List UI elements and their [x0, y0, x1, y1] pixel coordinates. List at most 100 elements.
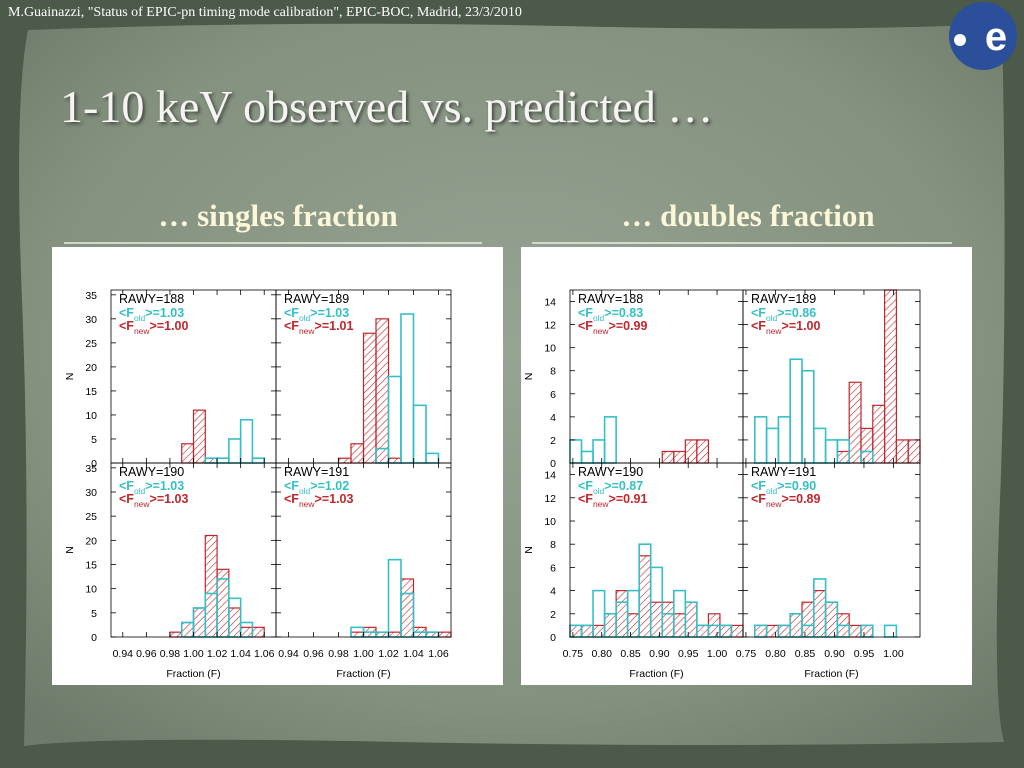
- histogram-bar: [777, 624, 791, 638]
- legend-text: old: [593, 313, 605, 323]
- legend-text: new: [134, 326, 150, 336]
- y-tick-label: 14: [544, 470, 556, 482]
- x-tick-label: 1.06: [254, 648, 275, 660]
- x-tick-label: 0.96: [303, 648, 324, 660]
- x-tick-label: 1.04: [403, 648, 424, 660]
- histogram-bar: [362, 332, 377, 464]
- histogram-bar: [684, 601, 698, 638]
- legend-text: >=1.03: [145, 479, 184, 493]
- y-tick-label: 10: [85, 584, 97, 596]
- legend-text: <F: [284, 492, 299, 506]
- y-tick-label: 25: [85, 511, 97, 523]
- logo: [949, 2, 1017, 70]
- legend-text: >=0.99: [609, 319, 648, 333]
- y-tick-label: 2: [550, 435, 556, 447]
- y-axis-label: N: [523, 546, 535, 554]
- legend-text: old: [299, 486, 311, 496]
- histogram-bar: [801, 601, 815, 638]
- legend-entry: <Fold>=0.90: [751, 479, 816, 496]
- legend-text: <F: [119, 306, 134, 320]
- x-tick-label: 0.75: [563, 648, 584, 660]
- x-axis-label: Fraction (F): [804, 668, 858, 680]
- x-tick-label: 1.00: [707, 648, 728, 660]
- legend-text: old: [593, 486, 605, 496]
- x-tick-label: 1.04: [230, 648, 251, 660]
- histogram-bar: [240, 626, 254, 638]
- histogram-bar: [872, 404, 886, 464]
- histogram-bar: [204, 534, 218, 638]
- legend-text: old: [766, 313, 778, 323]
- legend-text: <F: [578, 319, 593, 333]
- histogram-bar: [192, 607, 206, 638]
- subtitle: … singles fraction: [158, 198, 397, 233]
- y-tick-label: 0: [91, 632, 97, 644]
- panel-annotation: RAWY=188: [578, 292, 643, 306]
- x-tick-label: 1.00: [883, 648, 904, 660]
- y-tick-label: 4: [550, 586, 556, 598]
- legend-entry: <Fold>=1.03: [119, 306, 184, 323]
- legend-entry: <Fnew>=1.03: [119, 492, 189, 509]
- histogram-bar: [730, 624, 744, 638]
- legend-entry: <Fnew>=1.00: [119, 319, 189, 336]
- y-axis-label: N: [64, 546, 76, 554]
- x-tick-label: 1.02: [207, 648, 228, 660]
- y-tick-label: 30: [85, 487, 97, 499]
- legend-text: <F: [751, 479, 766, 493]
- x-tick-label: 0.75: [736, 648, 757, 660]
- figure-panel: [52, 247, 503, 685]
- histogram-bar: [228, 607, 242, 638]
- histogram-bar: [580, 624, 594, 638]
- histogram-bar: [848, 624, 862, 638]
- panel-annotation: RAWY=188: [119, 292, 184, 306]
- y-tick-label: 8: [550, 366, 556, 378]
- y-tick-label: 20: [85, 535, 97, 547]
- panel-annotation: RAWY=190: [578, 465, 643, 479]
- histogram-bar: [895, 439, 909, 464]
- legend-text: >=1.03: [145, 306, 184, 320]
- legend-text: <F: [284, 306, 299, 320]
- y-tick-label: 8: [550, 539, 556, 551]
- legend-text: new: [299, 326, 315, 336]
- legend-text: >=0.83: [604, 306, 643, 320]
- histogram-bar: [883, 289, 897, 464]
- header: M.Guainazzi, "Status of EPIC-pn timing m…: [8, 5, 522, 20]
- panel-annotation: RAWY=191: [284, 465, 349, 479]
- legend-text: <F: [119, 492, 134, 506]
- histogram-bar: [181, 443, 195, 464]
- y-tick-label: 10: [85, 410, 97, 422]
- histogram-bar: [684, 439, 698, 464]
- x-tick-label: 0.95: [678, 648, 699, 660]
- histogram-bar: [789, 613, 803, 638]
- x-axis-label: Fraction (F): [629, 668, 683, 680]
- y-tick-label: 20: [85, 362, 97, 374]
- y-tick-label: 5: [91, 608, 97, 620]
- y-axis-label: N: [64, 373, 76, 381]
- histogram-bar: [836, 450, 850, 464]
- y-tick-label: 12: [544, 493, 556, 505]
- legend-text: <F: [751, 319, 766, 333]
- histogram-bar: [765, 624, 779, 638]
- x-tick-label: 0.85: [620, 648, 641, 660]
- legend-text: <F: [578, 492, 593, 506]
- y-tick-label: 30: [85, 314, 97, 326]
- legend-text: old: [134, 486, 146, 496]
- x-tick-label: 0.95: [854, 648, 875, 660]
- x-tick-label: 0.94: [278, 648, 299, 660]
- legend-text: new: [593, 326, 609, 336]
- legend-entry: <Fold>=0.83: [578, 306, 643, 323]
- logo-letter: e: [985, 15, 1007, 59]
- y-tick-label: 6: [550, 562, 556, 574]
- histogram-bar: [860, 427, 874, 464]
- histogram-bar: [603, 613, 617, 638]
- legend-entry: <Fold>=0.86: [751, 306, 816, 323]
- y-tick-label: 10: [544, 516, 556, 528]
- y-tick-label: 15: [85, 386, 97, 398]
- histogram-bar: [907, 439, 921, 464]
- histogram-bar: [181, 621, 195, 638]
- histogram-bar: [569, 624, 583, 638]
- legend-entry: <Fnew>=0.89: [751, 492, 821, 509]
- y-tick-label: 0: [550, 632, 556, 644]
- histogram-bar: [673, 450, 686, 464]
- legend-text: <F: [751, 306, 766, 320]
- y-tick-label: 5: [91, 434, 97, 446]
